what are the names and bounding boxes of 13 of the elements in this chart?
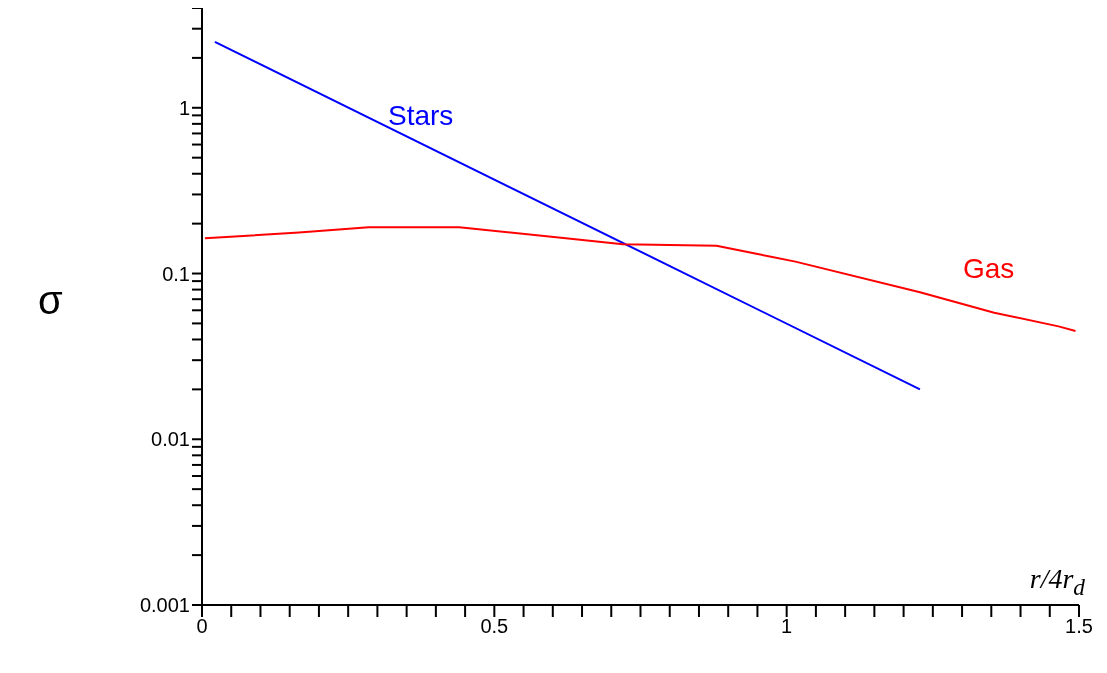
y-tick-label: 0.1 [162,262,190,285]
series-label: Gas [963,253,1015,285]
x-axis-title: r/4r$_{d}$ [1029,563,1085,601]
x-tick-label: 0.5 [480,615,509,638]
series-label: Stars [388,100,454,132]
x-tick-label: 0 [196,615,208,638]
line-series [203,226,1077,332]
x-tick-label: 1.5 [1065,615,1093,638]
x-tick-label: 1 [781,615,793,638]
y-tick-label: 0.001 [139,594,190,617]
y-axis-title: σ [38,278,63,323]
y-tick-label: 1 [178,96,190,119]
y-tick-label: 0.01 [151,428,190,451]
